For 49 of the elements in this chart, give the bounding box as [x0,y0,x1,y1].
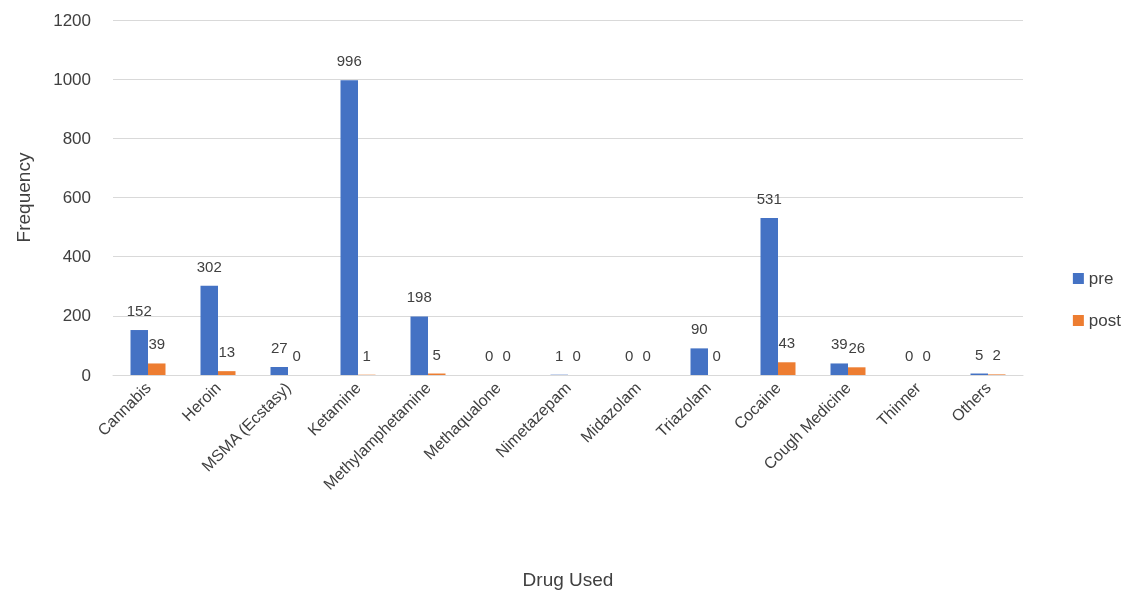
legend-label: post [1088,311,1122,330]
bar [778,362,796,375]
y-axis-title: Frequency [13,152,34,243]
data-label: 0 [712,347,721,364]
data-label: 0 [625,347,634,364]
bar [130,330,148,375]
data-label: 0 [572,347,581,364]
bar [760,217,778,375]
data-label: 0 [642,347,651,364]
bar [200,285,218,375]
data-label: 0 [905,347,914,364]
y-tick-label: 400 [62,247,91,267]
data-label: 302 [196,257,222,275]
data-label: 0 [922,347,931,364]
data-label: 39 [148,335,166,353]
y-tick-label: 200 [62,306,91,326]
data-label: 198 [406,288,432,306]
bar [340,80,358,375]
data-label: 0 [292,347,301,364]
data-label: 90 [690,320,708,338]
y-tick-label: 600 [62,188,91,207]
y-tick-label: 1200 [53,10,91,30]
y-tick-label: 800 [62,128,91,148]
data-label: 0 [502,347,511,364]
data-label: 5 [975,345,984,363]
y-tick-label: 1000 [53,69,91,89]
bar [410,316,428,375]
data-label: 996 [336,52,362,70]
data-label: 26 [848,339,866,357]
x-axis-title: Drug Used [522,569,614,590]
legend-label: pre [1088,269,1114,288]
bar [848,367,866,375]
data-label: 39 [830,335,848,353]
data-label: 0 [485,347,494,364]
data-label: 27 [270,339,288,357]
data-label: 5 [432,345,441,363]
data-label: 2 [992,346,1001,364]
bar [690,348,708,375]
bar [270,367,288,375]
data-label: 43 [778,334,796,352]
y-tick-label: 0 [81,365,91,385]
data-label: 1 [362,346,371,364]
bar [148,363,166,375]
data-label: 13 [218,343,236,361]
data-label: 531 [756,189,782,207]
bar [830,363,848,375]
data-label: 1 [555,346,564,364]
bar [218,371,236,375]
data-label: 152 [126,302,152,320]
